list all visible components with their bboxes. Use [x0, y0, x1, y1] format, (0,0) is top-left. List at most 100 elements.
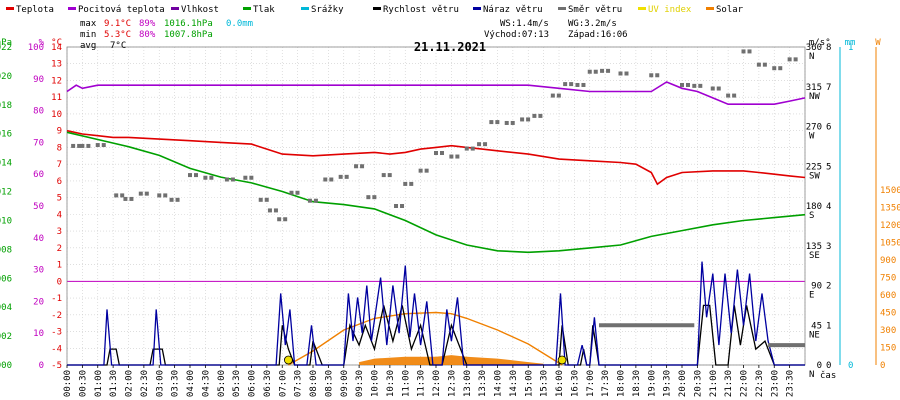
right-axis-tick: 45 — [811, 321, 822, 331]
left-axis-tick: 40 — [33, 234, 44, 244]
right-axis-tick: 1050 — [880, 239, 900, 249]
x-tick-label: 09:00 — [340, 370, 350, 397]
right-axis-tick: 4 — [826, 202, 831, 212]
stats-block: max 9.1°C 89% 1016.1hPa 0.0mm min 5.3°C 80% 1007… — [80, 19, 628, 51]
right-axis-unit: mm — [845, 38, 856, 48]
legend: Teplota Pocitová teplota Vlhkost Tlak Srážky… — [6, 5, 744, 15]
wind-direction-point — [114, 193, 119, 198]
x-tick-label: 06:00 — [248, 370, 258, 397]
right-axis-tick: 0 — [826, 361, 831, 371]
right-axis-tick: 315 — [806, 83, 822, 93]
wind-direction-point — [394, 204, 399, 208]
x-tick-label: 14:30 — [509, 370, 519, 397]
wind-direction-point — [606, 68, 611, 73]
wind-direction-point — [680, 82, 684, 87]
right-axis-tick: 90 — [811, 282, 822, 292]
x-axis-label: čas — [820, 370, 836, 381]
right-axis-tick: 360 — [806, 43, 822, 53]
wind-direction-point — [277, 217, 282, 222]
wind-direction-point — [575, 82, 580, 87]
x-tick-label: 00:00 — [63, 370, 73, 397]
x-tick-label: 05:30 — [232, 370, 242, 397]
stats-text: WG:3.2m/s — [568, 19, 617, 29]
x-tick-label: 14:00 — [494, 370, 504, 397]
right-axis-tick: 3 — [826, 242, 831, 252]
x-tick-label: 12:00 — [432, 370, 442, 397]
wind-direction-point — [483, 142, 488, 147]
left-axis-tick: 1000 — [0, 361, 12, 371]
left-axis-tick: 1022 — [0, 43, 12, 53]
wind-direction-point — [323, 177, 328, 182]
wind-direction-point — [550, 93, 555, 98]
wind-direction-point — [169, 197, 174, 202]
wind-direction-point — [230, 177, 235, 182]
left-axis-tick: 1018 — [0, 101, 12, 111]
wind-direction-point — [95, 143, 100, 148]
wind-direction-point — [329, 177, 334, 182]
left-axis-tick: 8 — [57, 143, 62, 153]
legend-label: Náraz větru — [483, 5, 543, 15]
wind-direction-point — [372, 195, 377, 200]
wind-direction-point — [716, 86, 721, 91]
x-tick-label: 20:30 — [693, 370, 703, 397]
wind-direction-point — [123, 196, 128, 201]
wind-direction-point — [307, 198, 312, 203]
right-axis-tick: W — [809, 132, 815, 142]
wind-direction-point — [698, 83, 703, 88]
right-axis-tick: SE — [809, 251, 820, 261]
x-tick-label: 07:30 — [294, 370, 304, 397]
wind-direction-point — [477, 142, 482, 147]
x-tick-label: 08:30 — [324, 370, 334, 397]
x-tick-label: 15:00 — [524, 370, 534, 397]
grid — [66, 46, 806, 366]
right-axis-tick: 300 — [880, 326, 896, 336]
right-axis-tick: 1350 — [880, 204, 900, 214]
x-tick-label: 08:00 — [309, 370, 319, 397]
left-axis-tick: 13 — [51, 60, 62, 70]
left-axis-tick: 3 — [57, 227, 62, 237]
wind-direction-point — [243, 175, 248, 180]
legend-label: Pocitová teplota — [78, 5, 165, 15]
wind-direction-point — [387, 173, 392, 178]
wind-direction-point — [686, 82, 690, 87]
wind-direction-point — [264, 197, 269, 202]
right-axis-unit: W — [875, 38, 881, 48]
x-tick-label: 02:30 — [140, 370, 150, 397]
left-axis-tick: 1016 — [0, 130, 12, 140]
wind-direction-point — [600, 68, 605, 73]
legend-label: Rychlost větru — [383, 5, 459, 15]
wind-direction-point — [138, 191, 143, 196]
wind-direction-point — [366, 195, 371, 200]
left-axis-tick: 2 — [57, 244, 62, 254]
chart-title: 21.11.2021 — [414, 40, 486, 54]
left-axis-tick: 1004 — [0, 303, 12, 313]
wind-direction-point — [449, 154, 454, 159]
x-tick-label: 22:00 — [740, 370, 750, 397]
left-axis-tick: 1014 — [0, 159, 12, 169]
x-tick-label: 18:30 — [632, 370, 642, 397]
stats-text: 1007.8hPa — [164, 30, 213, 40]
stats-text: 80% — [139, 30, 156, 40]
x-tick-label: 11:30 — [417, 370, 427, 397]
wind-direction-point — [313, 198, 318, 203]
x-tick-label: 04:30 — [201, 370, 211, 397]
right-axis-tick: NW — [809, 92, 820, 102]
legend-swatch — [473, 7, 481, 10]
x-tick-label: 16:30 — [570, 370, 580, 397]
x-tick-label: 15:30 — [540, 370, 550, 397]
wind-direction-point — [188, 173, 192, 178]
x-tick-label: 17:00 — [586, 370, 596, 397]
axes: hPa1000100210041006100810101012101410161… — [0, 38, 900, 397]
solar-series — [288, 311, 563, 366]
wind-direction-point — [649, 73, 654, 78]
wind-direction-point — [144, 191, 149, 196]
wind-direction-dots — [71, 49, 798, 365]
left-axis-tick: -4 — [51, 344, 62, 354]
right-axis-tick: 900 — [880, 256, 896, 266]
wind-direction-point — [593, 69, 598, 74]
stats-text: max — [80, 19, 97, 29]
x-tick-label: 21:00 — [709, 370, 719, 397]
legend-swatch — [558, 7, 566, 10]
left-axis-tick: -5 — [51, 361, 62, 371]
stats-text: WS:1.4m/s — [500, 19, 549, 29]
